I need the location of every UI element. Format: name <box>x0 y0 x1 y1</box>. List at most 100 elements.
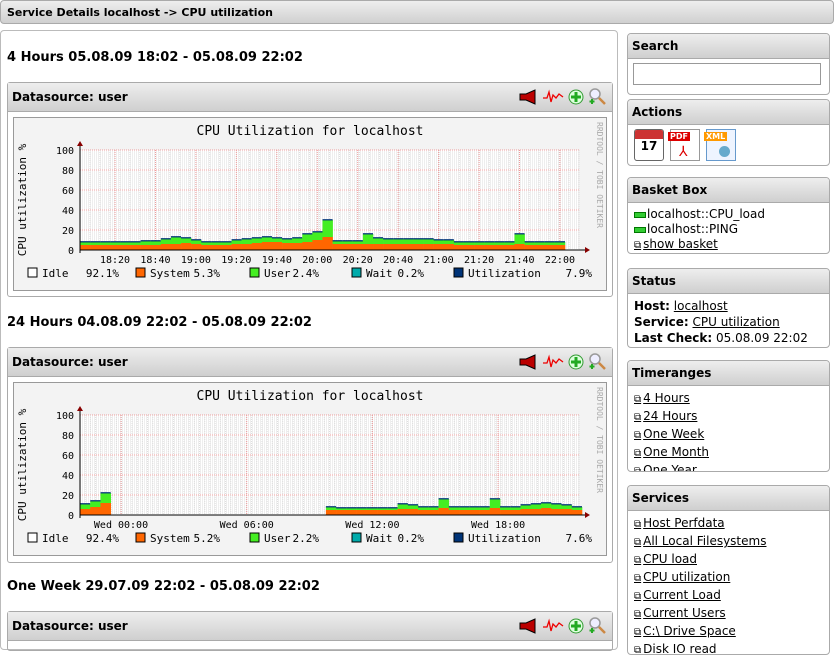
user-bar <box>191 240 202 244</box>
show-basket-link[interactable]: show basket <box>634 237 718 251</box>
service-link[interactable]: All Local Filesystems <box>634 534 766 548</box>
service-link[interactable]: Host Perfdata <box>634 516 725 530</box>
basket-item[interactable]: localhost::PING <box>634 222 823 237</box>
remove-icon[interactable] <box>634 226 646 233</box>
system-bar <box>484 245 495 250</box>
user-bar <box>393 239 404 244</box>
service-link[interactable]: CPU utilization <box>634 570 730 584</box>
system-bar <box>504 245 515 250</box>
system-bar <box>554 245 566 250</box>
user-bar <box>181 238 192 243</box>
user-bar <box>312 232 323 240</box>
add-basket-icon[interactable] <box>568 352 584 380</box>
zoom-icon[interactable] <box>588 616 606 644</box>
user-bar <box>231 240 242 244</box>
system-bar <box>191 244 202 250</box>
legend-value: 92.1% <box>86 267 119 280</box>
user-bar <box>494 242 505 245</box>
legend-swatch <box>27 532 38 543</box>
x-tick-label: 20:20 <box>343 255 373 266</box>
service-link[interactable]: CPU load <box>634 552 697 566</box>
user-bar <box>332 241 344 244</box>
user-bar <box>80 242 91 245</box>
megaphone-icon[interactable] <box>518 87 538 115</box>
user-bar <box>383 239 394 244</box>
cpu-chart-4h[interactable]: CPU Utilization for localhost CPU utiliza… <box>13 117 607 291</box>
user-bar <box>423 239 434 244</box>
user-bar <box>504 242 515 245</box>
xml-icon[interactable]: XML <box>704 129 736 161</box>
timerange-link[interactable]: One Month <box>634 445 709 459</box>
service-link[interactable]: Disk IO read <box>634 642 717 654</box>
system-bar <box>160 244 172 250</box>
legend-value: 5.3% <box>194 267 221 280</box>
y-axis-arrow <box>77 141 83 146</box>
x-tick-label: 19:40 <box>262 255 292 266</box>
timerange-link[interactable]: One Year <box>634 463 697 471</box>
user-bar <box>530 504 542 509</box>
legend-name: System <box>150 532 190 545</box>
system-bar <box>469 510 480 515</box>
pdf-icon[interactable]: PDF ⅄ <box>668 129 700 161</box>
system-bar <box>494 245 505 250</box>
system-bar <box>241 244 253 250</box>
user-bar <box>514 234 525 244</box>
system-bar <box>534 245 546 250</box>
y-axis-arrow <box>77 406 83 411</box>
y-tick-label: 40 <box>62 206 74 217</box>
user-bar <box>302 234 313 242</box>
x-tick-label: 20:40 <box>383 255 413 266</box>
search-input[interactable] <box>633 63 821 85</box>
system-bar <box>292 243 303 250</box>
status-panel: Status Host: localhost Service: CPU util… <box>627 268 830 348</box>
y-tick-label: 80 <box>62 431 74 442</box>
system-bar <box>130 245 141 250</box>
timerange-link[interactable]: 24 Hours <box>634 409 697 423</box>
graph-line-icon[interactable] <box>542 616 564 644</box>
service-link[interactable]: C:\ Drive Space <box>634 624 736 638</box>
cpu-chart-24h[interactable]: CPU Utilization for localhost CPU utiliza… <box>13 382 607 556</box>
system-bar <box>551 509 562 515</box>
timerange-link[interactable]: 4 Hours <box>634 391 690 405</box>
legend-name: Wait <box>366 267 393 280</box>
chart-title: CPU Utilization for localhost <box>197 124 424 139</box>
system-bar <box>332 244 344 250</box>
service-link[interactable]: Current Users <box>634 606 726 620</box>
timeranges-panel: Timeranges 4 Hours 24 Hours One Week One Mo… <box>627 360 830 472</box>
system-bar <box>352 244 364 250</box>
add-basket-icon[interactable] <box>568 87 584 115</box>
graph-line-icon[interactable] <box>542 87 564 115</box>
datasource-panel: Datasource: user <box>7 611 613 651</box>
system-bar <box>428 510 439 515</box>
timerange-link[interactable]: One Week <box>634 427 704 441</box>
megaphone-icon[interactable] <box>518 352 538 380</box>
service-link[interactable]: Current Load <box>634 588 721 602</box>
y-tick-label: 20 <box>62 226 74 237</box>
add-basket-icon[interactable] <box>568 616 584 644</box>
legend-name: Idle <box>42 267 69 280</box>
host-link[interactable]: localhost <box>673 299 728 313</box>
zoom-icon[interactable] <box>588 352 606 380</box>
zoom-icon[interactable] <box>588 87 606 115</box>
remove-icon[interactable] <box>634 211 646 218</box>
system-bar <box>403 244 414 250</box>
calendar-icon[interactable]: 17 <box>634 129 664 161</box>
basket-item[interactable]: localhost::CPU_load <box>634 207 823 222</box>
graph-line-icon[interactable] <box>542 352 564 380</box>
system-bar <box>271 242 283 250</box>
system-bar <box>443 244 455 250</box>
user-bar <box>282 239 293 243</box>
user-bar <box>325 507 337 510</box>
rrdtool-credit: RRDTOOL / TOBI OETIKER <box>595 387 604 493</box>
service-link[interactable]: CPU utilization <box>692 315 780 329</box>
megaphone-icon[interactable] <box>518 616 538 644</box>
legend-name: User <box>264 267 291 280</box>
user-bar <box>474 242 485 245</box>
x-tick-label: 21:40 <box>504 255 534 266</box>
system-bar <box>325 510 337 515</box>
legend-swatch <box>453 532 464 543</box>
system-bar <box>90 245 101 250</box>
legend-swatch <box>27 267 38 278</box>
user-bar <box>100 242 111 245</box>
x-tick-label: 18:40 <box>140 255 170 266</box>
